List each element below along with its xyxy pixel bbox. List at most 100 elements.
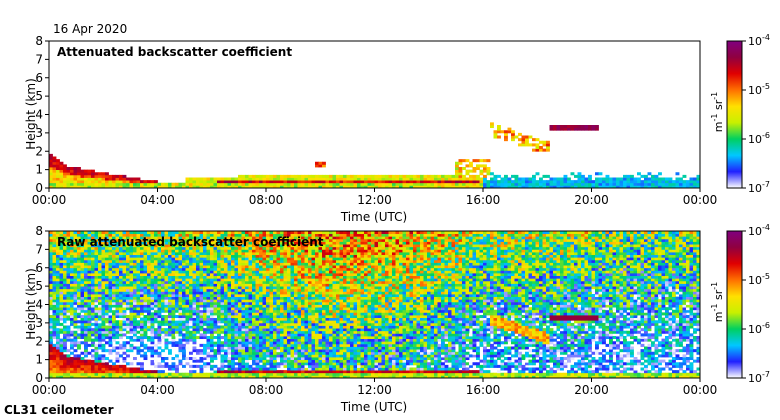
heatmap-cell bbox=[266, 257, 270, 261]
heatmap-cell bbox=[304, 359, 309, 363]
heatmap-cell bbox=[70, 301, 74, 305]
heatmap-cell bbox=[133, 265, 137, 269]
heatmap-cell bbox=[248, 351, 253, 355]
heatmap-cell bbox=[161, 294, 165, 298]
heatmap-cell bbox=[108, 370, 113, 374]
heatmap-cell bbox=[168, 286, 172, 290]
heatmap-cell bbox=[175, 185, 179, 188]
heatmap-cell bbox=[238, 185, 242, 188]
heatmap-cell bbox=[122, 259, 127, 263]
heatmap-cell bbox=[217, 246, 221, 250]
heatmap-cell bbox=[231, 346, 235, 350]
heatmap-cell bbox=[294, 241, 298, 245]
heatmap-cell bbox=[210, 309, 214, 313]
heatmap-cell bbox=[199, 283, 204, 287]
heatmap-cell bbox=[325, 180, 330, 184]
heatmap-cell bbox=[66, 328, 71, 332]
heatmap-cell bbox=[206, 275, 211, 279]
heatmap-cell bbox=[192, 233, 197, 237]
heatmap-cell bbox=[273, 267, 277, 271]
heatmap-cell bbox=[66, 364, 71, 368]
heatmap-cell bbox=[581, 125, 585, 129]
heatmap-cell bbox=[280, 315, 284, 319]
heatmap-cell bbox=[374, 185, 379, 188]
heatmap-cell bbox=[448, 182, 452, 186]
heatmap-cell bbox=[248, 262, 253, 266]
heatmap-cell bbox=[70, 288, 74, 292]
heatmap-cell bbox=[199, 233, 204, 237]
heatmap-cell bbox=[255, 346, 260, 350]
heatmap-cell bbox=[126, 241, 130, 245]
heatmap-cell bbox=[171, 328, 176, 332]
heatmap-cell bbox=[304, 320, 309, 324]
heatmap-cell bbox=[213, 330, 218, 334]
heatmap-cell bbox=[224, 259, 228, 263]
heatmap-cell bbox=[56, 349, 60, 353]
heatmap-cell bbox=[227, 249, 232, 253]
heatmap-cell bbox=[87, 372, 92, 376]
heatmap-cell bbox=[528, 180, 533, 184]
heatmap-cell bbox=[168, 307, 172, 311]
heatmap-cell bbox=[301, 312, 305, 316]
heatmap-cell bbox=[644, 185, 648, 188]
heatmap-cell bbox=[189, 338, 193, 342]
heatmap-cell bbox=[122, 233, 127, 237]
heatmap-cell bbox=[287, 330, 291, 334]
heatmap-cell bbox=[133, 275, 137, 279]
heatmap-cell bbox=[199, 322, 204, 326]
heatmap-cell bbox=[101, 252, 106, 256]
heatmap-cell bbox=[301, 364, 305, 368]
heatmap-cell bbox=[77, 233, 81, 237]
heatmap-cell bbox=[497, 174, 501, 178]
heatmap-cell bbox=[497, 185, 501, 188]
heatmap-cell bbox=[262, 244, 267, 248]
heatmap-cell bbox=[101, 367, 106, 371]
heatmap-cell bbox=[136, 322, 141, 326]
heatmap-cell bbox=[182, 273, 186, 277]
heatmap-cell bbox=[266, 294, 270, 298]
heatmap-cell bbox=[199, 236, 204, 240]
heatmap-cell bbox=[329, 174, 333, 178]
heatmap-cell bbox=[63, 231, 67, 235]
heatmap-cell bbox=[122, 346, 127, 350]
heatmap-cell bbox=[276, 278, 281, 282]
heatmap-cell bbox=[308, 283, 312, 287]
heatmap-cell bbox=[119, 307, 123, 311]
heatmap-cell bbox=[175, 304, 179, 308]
x-tick-label: 16:00 bbox=[466, 193, 501, 207]
heatmap-cell bbox=[220, 252, 225, 256]
heatmap-cell bbox=[262, 349, 267, 353]
heatmap-cell bbox=[154, 346, 158, 350]
heatmap-cell bbox=[308, 254, 312, 258]
heatmap-cell bbox=[70, 273, 74, 277]
heatmap-cell bbox=[287, 301, 291, 305]
heatmap-cell bbox=[647, 177, 652, 181]
heatmap-cell bbox=[248, 317, 253, 321]
heatmap-cell bbox=[66, 278, 71, 282]
heatmap-cell bbox=[91, 301, 95, 305]
heatmap-cell bbox=[112, 241, 116, 245]
heatmap-cell bbox=[287, 362, 291, 366]
heatmap-cell bbox=[175, 280, 179, 284]
heatmap-cell bbox=[273, 241, 277, 245]
heatmap-cell bbox=[73, 291, 78, 295]
heatmap-cell bbox=[280, 275, 284, 279]
heatmap-cell bbox=[437, 174, 442, 178]
heatmap-cell bbox=[94, 254, 99, 258]
heatmap-cell bbox=[105, 265, 109, 269]
heatmap-cell bbox=[87, 307, 92, 311]
heatmap-cell bbox=[52, 172, 57, 176]
heatmap-cell bbox=[91, 185, 95, 188]
heatmap-cell bbox=[185, 333, 190, 337]
heatmap-cell bbox=[402, 177, 407, 181]
heatmap-cell bbox=[255, 367, 260, 371]
heatmap-cell bbox=[220, 299, 225, 303]
heatmap-cell bbox=[108, 283, 113, 287]
heatmap-cell bbox=[52, 254, 57, 258]
heatmap-cell bbox=[539, 182, 543, 186]
heatmap-cell bbox=[59, 246, 64, 250]
heatmap-cell bbox=[59, 238, 64, 242]
heatmap-cell bbox=[143, 233, 148, 237]
heatmap-cell bbox=[164, 265, 169, 269]
heatmap-cell bbox=[273, 338, 277, 342]
